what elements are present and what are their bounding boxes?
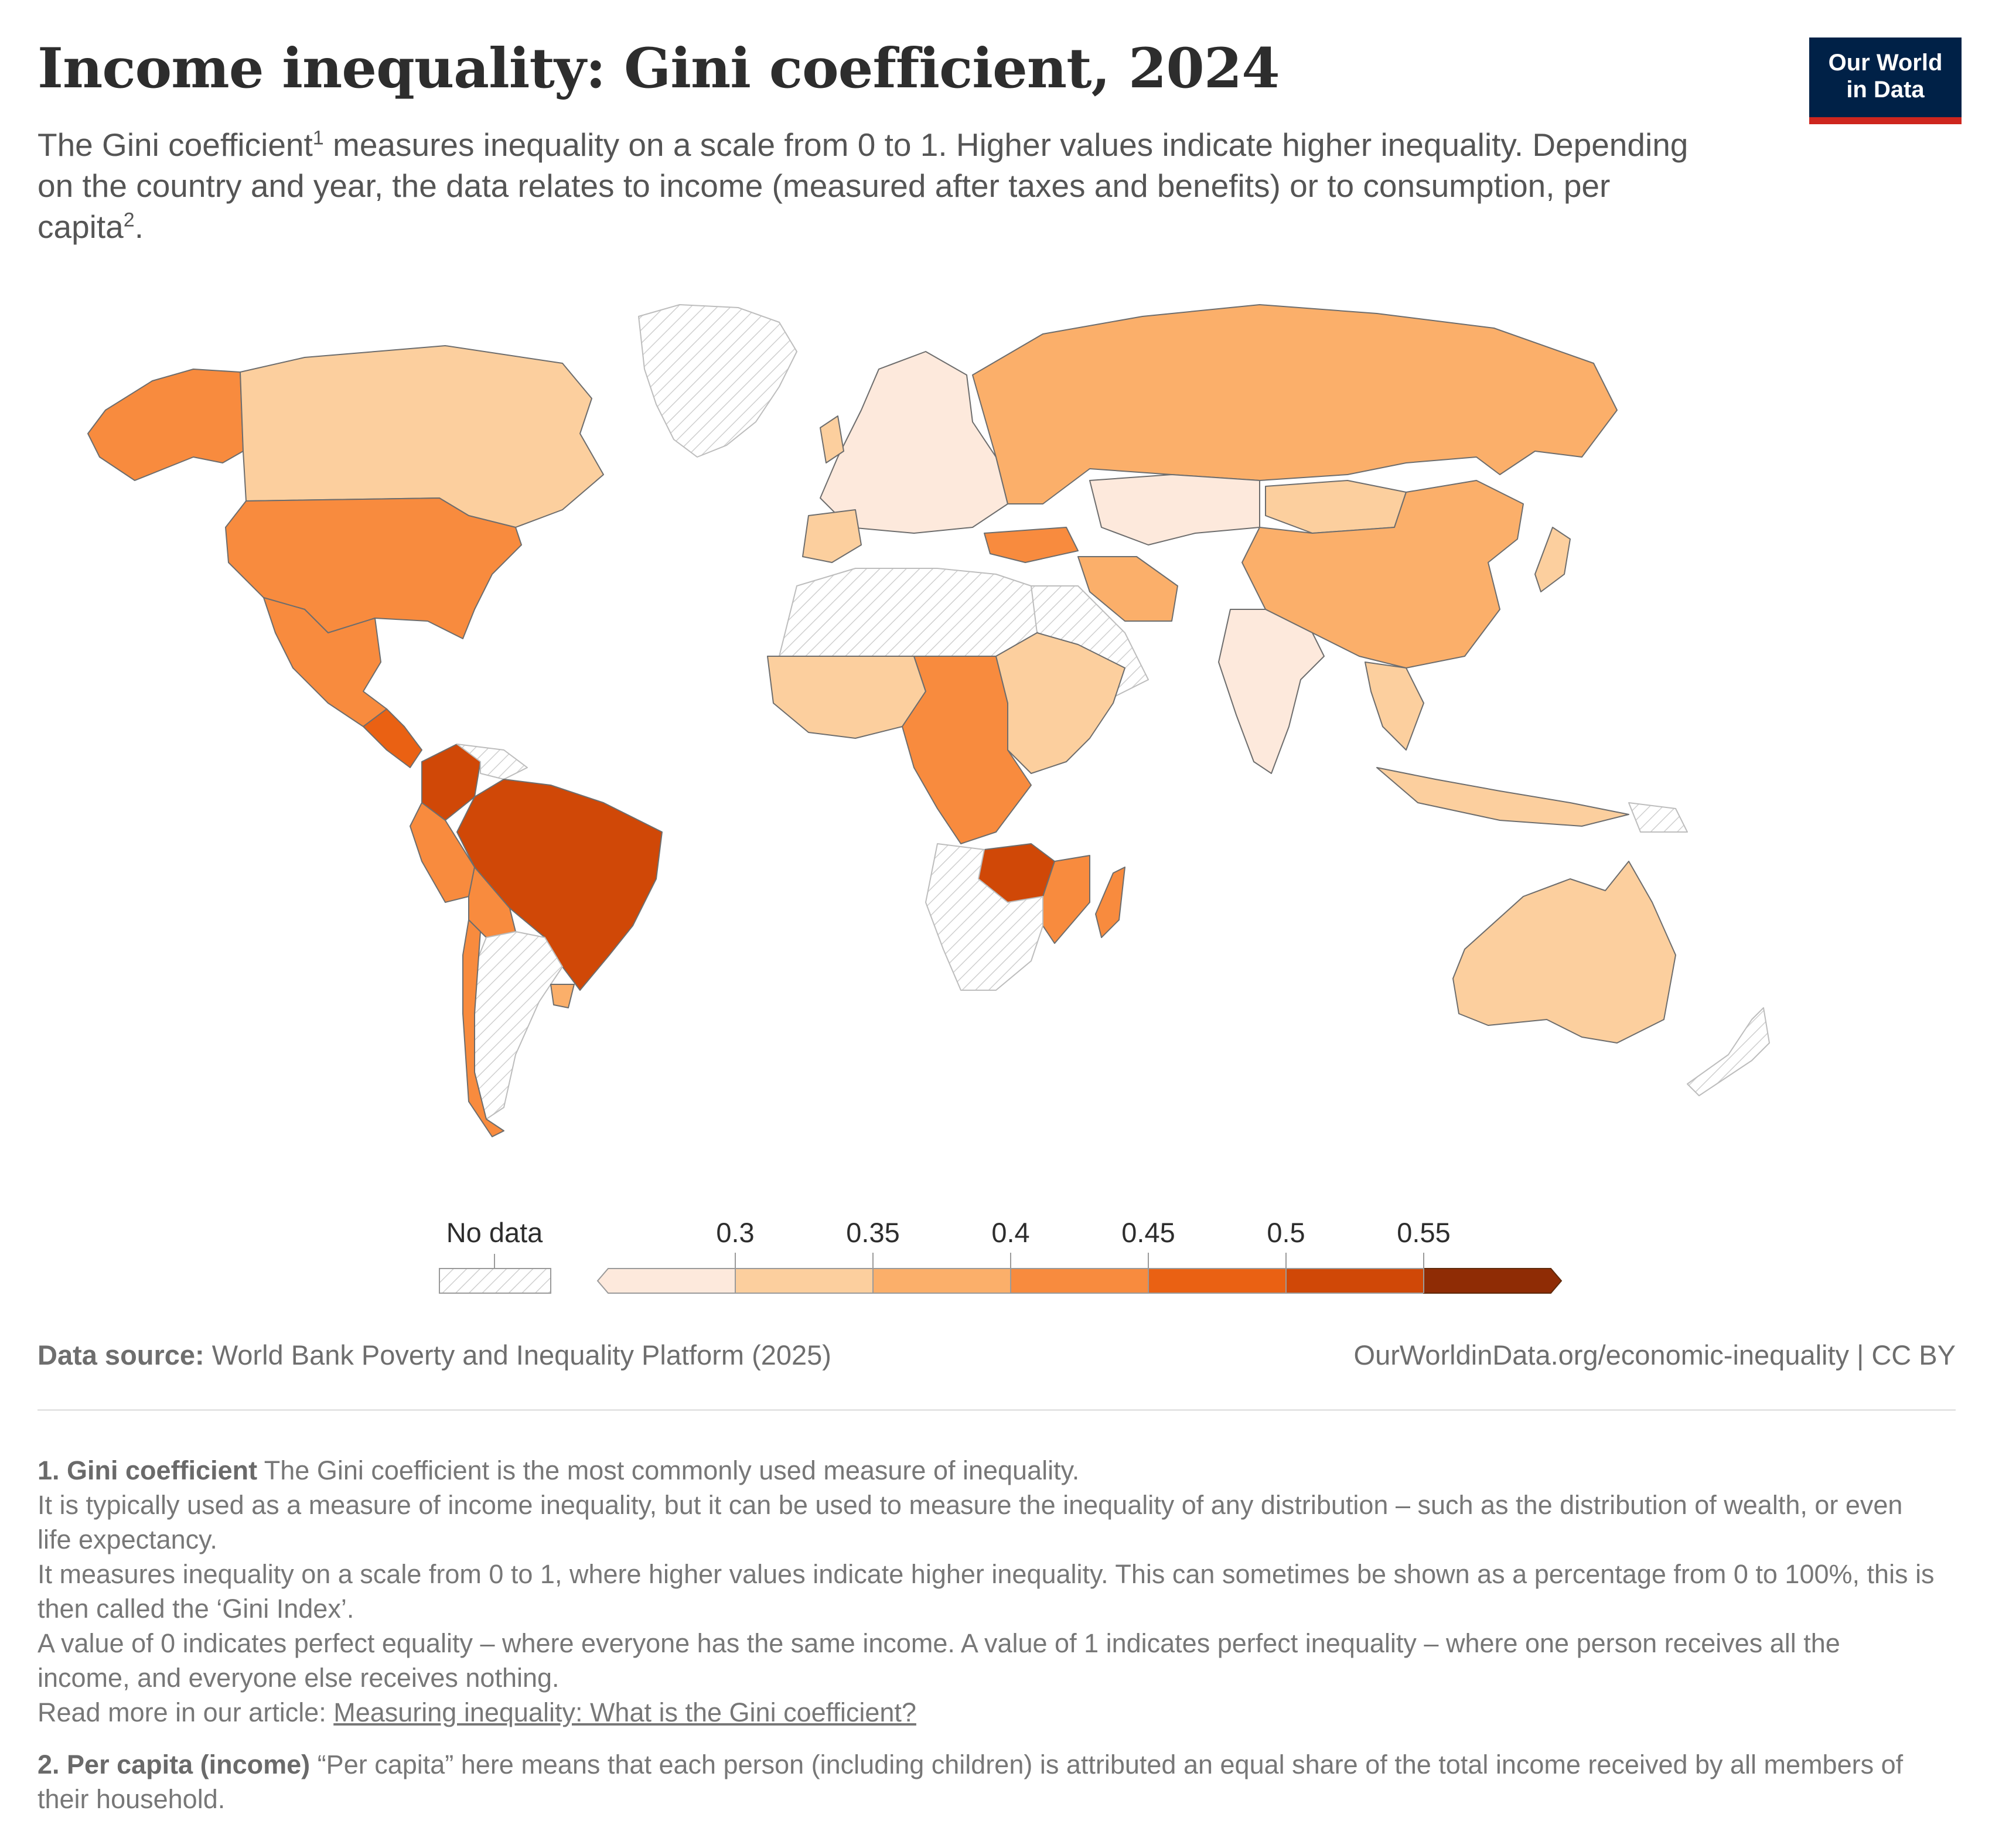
- legend-bin-0: [596, 1268, 736, 1294]
- country-uk[interactable]: [820, 415, 844, 463]
- gini-article-link[interactable]: Measuring inequality: What is the Gini c…: [333, 1697, 916, 1727]
- legend-bin-2: [872, 1268, 1011, 1294]
- note-1-paragraph-3: It measures inequality on a scale from 0…: [37, 1559, 1935, 1624]
- notes-spacer: [37, 1730, 1936, 1747]
- legend-tick-label-6: 0.55: [1397, 1217, 1450, 1248]
- country-japan[interactable]: [1534, 527, 1571, 592]
- legend-bin-6: [1423, 1268, 1563, 1294]
- country-png[interactable]: [1628, 802, 1688, 833]
- country-peru[interactable]: [410, 802, 475, 903]
- logo-line-2: in Data: [1846, 77, 1925, 103]
- subtitle-text-2: measures inequality on a scale from 0 to…: [37, 127, 1689, 245]
- subtitle-text-1: The Gini coefficient: [37, 127, 313, 163]
- data-source: Data source: World Bank Poverty and Ineq…: [37, 1339, 831, 1371]
- country-turkey[interactable]: [984, 527, 1079, 563]
- country-mexico[interactable]: [263, 597, 387, 727]
- legend-bin-1: [735, 1268, 874, 1294]
- chart-subtitle: The Gini coefficient1 measures inequalit…: [37, 124, 1725, 247]
- country-southeast-asia[interactable]: [1365, 662, 1424, 751]
- note-2-heading: 2. Per capita (income): [37, 1750, 311, 1779]
- data-source-label: Data source:: [37, 1339, 204, 1370]
- legend-bin-5: [1285, 1268, 1424, 1294]
- legend-tick-label-4: 0.45: [1121, 1217, 1175, 1248]
- country-iberia[interactable]: [802, 509, 862, 563]
- logo-line-1: Our World: [1828, 50, 1943, 76]
- country-southern-africa[interactable]: [925, 843, 1043, 991]
- note-1-paragraph-2: It is typically used as a measure of inc…: [37, 1490, 1903, 1554]
- country-east-africa[interactable]: [995, 632, 1125, 774]
- legend-tick-label-1: 0.3: [716, 1217, 754, 1248]
- note-2-text: “Per capita” here means that each person…: [37, 1750, 1904, 1814]
- legend-tick-label-3: 0.4: [991, 1217, 1029, 1248]
- country-alaska[interactable]: [87, 369, 244, 481]
- country-uruguay[interactable]: [550, 984, 575, 1008]
- owid-url[interactable]: OurWorldinData.org/economic-inequality |…: [1353, 1339, 1956, 1370]
- country-north-africa[interactable]: [779, 568, 1038, 657]
- note-1-paragraph-4: A value of 0 indicates perfect equality …: [37, 1628, 1840, 1693]
- country-mongolia[interactable]: [1265, 480, 1407, 534]
- legend-no-data-swatch: [439, 1268, 551, 1294]
- country-greenland[interactable]: [638, 304, 797, 458]
- logo-accent-bar: [1809, 117, 1962, 124]
- legend-tick-label-5: 0.5: [1267, 1217, 1305, 1248]
- country-russia[interactable]: [972, 304, 1618, 504]
- footer-divider: [37, 1409, 1956, 1411]
- subtitle-text-3: .: [134, 209, 144, 245]
- country-kazakhstan[interactable]: [1089, 474, 1260, 545]
- owid-logo[interactable]: Our World in Data: [1809, 37, 1962, 124]
- note-1-lead: The Gini coefficient is the most commonl…: [264, 1455, 1080, 1485]
- chart-title: Income inequality: Gini coefficient, 202…: [37, 36, 1280, 101]
- footnotes: 1. Gini coefficient The Gini coefficient…: [37, 1453, 1936, 1816]
- country-argentina[interactable]: [468, 931, 563, 1120]
- country-india[interactable]: [1218, 609, 1325, 774]
- country-chile[interactable]: [462, 919, 504, 1137]
- legend-tick-label-2: 0.35: [846, 1217, 899, 1248]
- country-iran[interactable]: [1077, 556, 1178, 622]
- country-australia[interactable]: [1452, 861, 1676, 1044]
- world-map: [87, 304, 1770, 1137]
- note-2: 2. Per capita (income) “Per capita” here…: [37, 1747, 1936, 1816]
- legend-bin-3: [1010, 1268, 1149, 1294]
- read-more-label: Read more in our article:: [37, 1697, 334, 1727]
- country-usa[interactable]: [225, 497, 522, 639]
- footnote-ref-2[interactable]: 2: [123, 209, 135, 231]
- footnote-ref-1[interactable]: 1: [312, 127, 324, 149]
- country-central-america[interactable]: [363, 708, 422, 768]
- legend-bin-4: [1148, 1268, 1287, 1294]
- legend-no-data-label: No data: [446, 1217, 543, 1248]
- note-1-intro: 1. Gini coefficient The Gini coefficient…: [37, 1453, 1936, 1488]
- country-europe[interactable]: [820, 351, 1008, 534]
- country-indonesia[interactable]: [1376, 767, 1629, 827]
- data-source-link[interactable]: World Bank Poverty and Inequality Platfo…: [212, 1339, 831, 1370]
- country-new-zealand[interactable]: [1687, 1007, 1770, 1096]
- note-1-heading: 1. Gini coefficient: [37, 1455, 258, 1485]
- note-1-read-more: Read more in our article: Measuring ineq…: [37, 1695, 1936, 1730]
- map-legend: No data 0.3 0.35 0.4 0.45 0.5 0.55: [439, 1217, 1563, 1294]
- country-madagascar[interactable]: [1095, 867, 1125, 938]
- logo-text: Our World in Data: [1809, 49, 1962, 103]
